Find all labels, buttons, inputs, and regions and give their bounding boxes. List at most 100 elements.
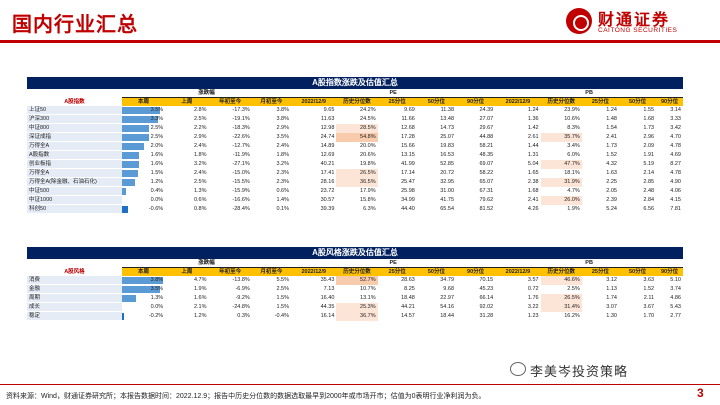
table-cell: 1.44 <box>527 143 539 149</box>
change-bar <box>121 285 160 293</box>
row-name: 周期 <box>27 293 122 303</box>
cell-value: 26.5% <box>564 295 580 301</box>
percentile-cell: 28.5% <box>336 123 378 133</box>
column-header: 50分位 <box>618 97 657 106</box>
table-cell: 65.54 <box>440 206 455 212</box>
table-cell: 6.56 <box>643 206 655 212</box>
table-cell: 44.35 <box>320 304 335 310</box>
table-cell: 1.2% <box>193 313 207 319</box>
table-cell: 3.74 <box>670 286 681 292</box>
cell-value: 2.5% <box>567 286 580 292</box>
table-row: A股指数 1.6% 1.8% -11.9% 1.8% 12.69 20.6% 13.15 16.… <box>27 150 683 160</box>
row-name: 消费 <box>27 276 122 285</box>
table-cell: -11.9% <box>232 152 250 158</box>
table-cell: -15.0% <box>232 170 250 176</box>
table-cell: 1.48 <box>606 116 617 122</box>
row-name: A股指数 <box>27 150 122 160</box>
table-cell: 48.35 <box>479 152 494 158</box>
group-header-change: 涨跌幅 <box>121 259 292 268</box>
table-cell: 0.3% <box>237 313 250 319</box>
table-cell: 5.5% <box>276 277 290 284</box>
table-cell: 31.00 <box>440 188 455 194</box>
cell-value: 1.5% <box>150 170 164 176</box>
table-cell: 3.07 <box>606 304 617 310</box>
row-name: 万得全A <box>27 141 122 151</box>
cell-value: 10.6% <box>564 116 580 122</box>
change-bar <box>121 312 125 320</box>
table-row: 金融 3.5% 1.9% -6.9% 2.5% 7.13 10.7% 8.25 9.68 45.2… <box>27 284 683 294</box>
table-cell: 58.21 <box>479 143 494 149</box>
table-cell: 23.72 <box>320 188 335 194</box>
table-cell: 3.12 <box>606 277 617 284</box>
percentile-cell: 2.5% <box>541 285 582 294</box>
column-header: 25分位 <box>377 267 417 276</box>
cell-value: 13.1% <box>360 295 376 301</box>
column-header: 月初至今 <box>251 97 292 106</box>
column-header: 年初至今 <box>208 267 252 276</box>
cell-value: 26.5% <box>360 170 376 176</box>
table-cell: 44.40 <box>401 206 415 212</box>
table-cell: -6.9% <box>235 286 250 292</box>
table-cell: 28.16 <box>320 179 335 185</box>
table-row: 中证1000 0.0% 0.6% -16.6% 1.4% 30.57 15.8% 34.99 4… <box>27 195 683 205</box>
table-cell: 1.73 <box>606 143 617 149</box>
table-cell: 81.52 <box>479 206 494 212</box>
cell-value: 8.3% <box>567 125 580 131</box>
table-cell: 1.8% <box>276 152 290 158</box>
table-cell: 1.5% <box>276 304 290 310</box>
table-cell: 2.5% <box>276 286 290 292</box>
weekly-change-cell: 3.5% <box>121 285 165 294</box>
logo-text-cn: 财通证券 <box>598 10 671 29</box>
table-title: A股风格涨跌及估值汇总 <box>27 247 683 259</box>
table-cell: 2.3% <box>276 179 290 185</box>
table-cell: 2.9% <box>276 125 290 131</box>
table-cell: 1.70 <box>643 313 655 319</box>
cell-value: 2.5% <box>150 134 164 140</box>
table-cell: -18.3% <box>232 125 250 131</box>
cell-value: 3.3% <box>150 116 164 122</box>
change-bar <box>121 133 149 141</box>
table-cell: 2.5% <box>193 179 207 185</box>
cell-value: 1.2% <box>150 179 164 185</box>
table-cell: 2.09 <box>643 143 655 149</box>
table-cell: 44.88 <box>479 134 494 140</box>
column-header: 历史分位数 <box>336 267 378 276</box>
cell-value: -0.2% <box>148 313 164 319</box>
table-cell: 70.15 <box>479 277 494 284</box>
cell-value: 10.7% <box>360 286 376 292</box>
percentile-cell: 16.2% <box>541 312 582 321</box>
group-header-pb: PB <box>495 89 683 98</box>
weekly-change-cell: 3.3% <box>121 115 165 124</box>
table-cell: 9.68 <box>443 286 455 292</box>
percentile-cell: 10.7% <box>336 285 377 294</box>
table-cell: 3.14 <box>670 107 681 114</box>
column-header: 历史分位数 <box>336 97 378 106</box>
row-name: 科创50 <box>27 204 122 214</box>
percentile-cell: 20.6% <box>336 151 377 160</box>
table-cell: 30.57 <box>320 197 335 203</box>
table-cell: 2.96 <box>643 134 655 140</box>
table-cell: 0.72 <box>527 286 539 292</box>
table-cell: 8.25 <box>404 286 415 292</box>
cell-value: 3.5% <box>150 107 164 114</box>
row-name: 中证500 <box>27 186 122 196</box>
table-cell: 2.41 <box>606 134 617 140</box>
table-cell: -16.6% <box>232 197 250 203</box>
table-row: 万得全A 2.0% 2.4% -12.7% 2.4% 14.89 20.0% 15.66 19.… <box>27 141 683 151</box>
table-cell: 44.21 <box>401 304 415 310</box>
table-cell: 1.55 <box>643 107 655 114</box>
column-header: 50分位 <box>618 267 657 276</box>
table-cell: 1.36 <box>527 116 539 122</box>
table-cell: 4.06 <box>670 188 681 194</box>
column-header: 90分位 <box>456 267 496 276</box>
table-cell: -28.4% <box>232 206 250 212</box>
table-cell: 2.84 <box>643 197 655 203</box>
table-cell: 5.43 <box>670 304 681 310</box>
header-bar: 国内行业汇总 财通证券 CAITONG SECURITIES <box>0 0 720 44</box>
table-cell: 2.25 <box>606 179 617 185</box>
column-header: 90分位 <box>656 97 683 106</box>
table-cell: 3.5% <box>276 134 290 140</box>
row-name: 万得全A <box>27 168 122 178</box>
change-bar <box>121 142 144 150</box>
table-cell: 18.48 <box>401 295 415 301</box>
